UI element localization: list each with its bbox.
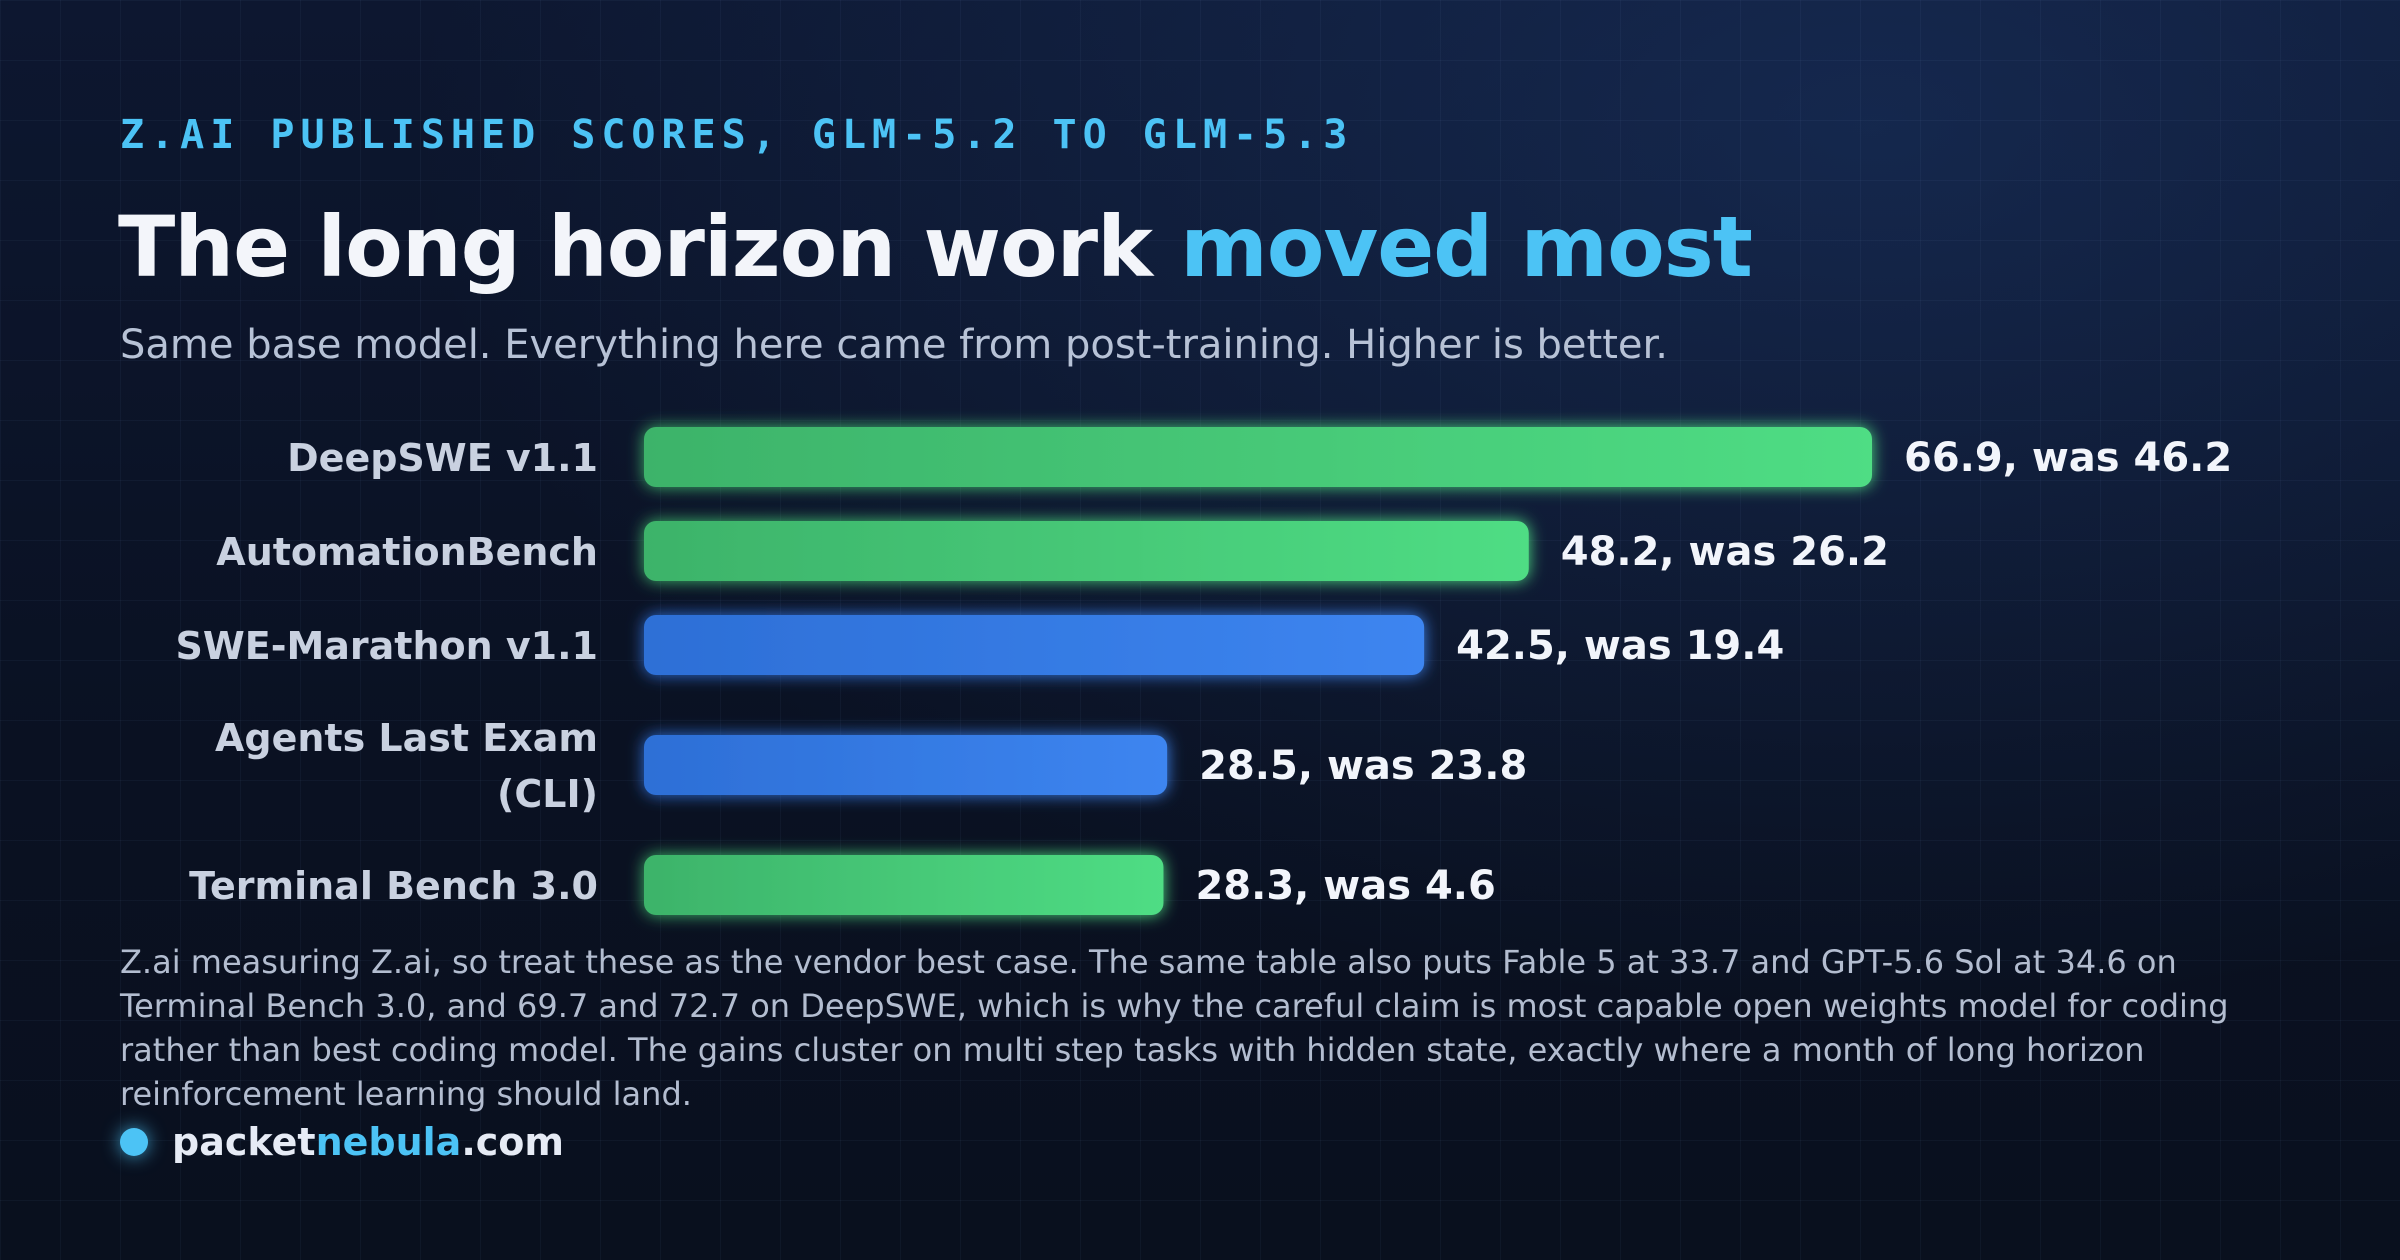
subtitle: Same base model. Everything here came fr… (120, 322, 1669, 368)
title-main: The long horizon work (118, 198, 1181, 296)
data-label: 48.2, was 26.2 (1561, 529, 1889, 575)
brand-part-1: packet (172, 1120, 316, 1164)
data-label: 28.5, was 23.8 (1199, 743, 1527, 789)
eyebrow-label: Z.AI PUBLISHED SCORES, GLM-5.2 TO GLM-5.… (120, 112, 1354, 158)
data-label: 42.5, was 19.4 (1456, 623, 1784, 669)
brand-dot-icon (120, 1128, 148, 1156)
bar (644, 615, 1425, 675)
brand-name: packetnebula.com (172, 1120, 564, 1164)
bar (644, 521, 1529, 581)
category-label: (CLI) (497, 772, 598, 816)
category-label: Agents Last Exam (215, 716, 598, 760)
bar (644, 855, 1164, 915)
brand-link[interactable]: packetnebula.com (120, 1120, 564, 1164)
page-title: The long horizon work moved most (118, 198, 1753, 296)
category-label: AutomationBench (216, 530, 598, 574)
category-label: DeepSWE v1.1 (287, 436, 598, 480)
bar (644, 735, 1168, 795)
footnote: Z.ai measuring Z.ai, so treat these as t… (120, 943, 2229, 1113)
category-label: SWE-Marathon v1.1 (175, 624, 598, 668)
category-label: Terminal Bench 3.0 (189, 864, 598, 908)
data-label: 28.3, was 4.6 (1195, 863, 1495, 909)
brand-part-2: nebula (315, 1120, 462, 1164)
title-accent: moved most (1180, 198, 1753, 296)
bar (644, 427, 1872, 487)
data-label: 66.9, was 46.2 (1904, 435, 2232, 481)
brand-part-3: .com (461, 1120, 564, 1164)
